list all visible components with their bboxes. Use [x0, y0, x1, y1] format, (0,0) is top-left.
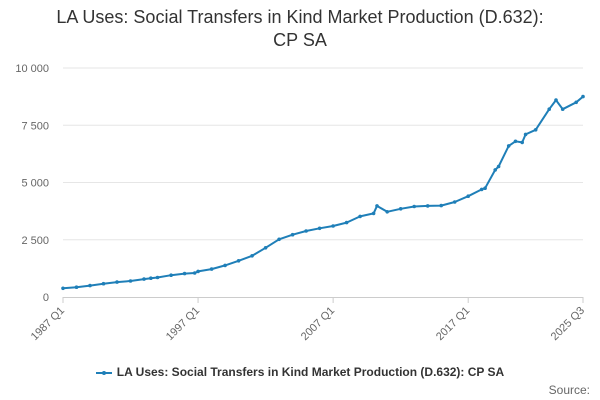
data-point — [169, 273, 173, 278]
data-point — [88, 283, 92, 288]
data-point — [344, 220, 349, 225]
chart-title-line-2: CP SA — [273, 30, 327, 50]
data-point — [493, 168, 498, 172]
data-point — [439, 203, 444, 208]
data-point — [182, 271, 187, 276]
legend-label: LA Uses: Social Transfers in Kind Market… — [116, 365, 505, 379]
data-point — [277, 237, 281, 242]
data-point — [479, 187, 484, 192]
data-point — [466, 194, 471, 198]
data-point — [331, 224, 335, 228]
data-point — [149, 276, 153, 281]
data-point — [74, 285, 79, 290]
data-point — [385, 210, 390, 214]
data-point — [371, 211, 376, 216]
data-point — [375, 204, 379, 208]
data-point — [290, 232, 295, 237]
series-layer — [61, 94, 585, 291]
x-tick-label: 2007 Q1 — [299, 305, 337, 343]
data-point — [496, 164, 501, 169]
legend[interactable]: LA Uses: Social Transfers in Kind Market… — [0, 365, 600, 379]
data-point — [554, 98, 558, 102]
data-point — [101, 281, 106, 286]
data-point — [358, 214, 362, 219]
data-point — [128, 279, 133, 283]
y-tick-label: 2 500 — [21, 235, 49, 247]
data-point — [398, 207, 403, 211]
data-point — [533, 128, 538, 132]
data-point — [250, 254, 254, 258]
data-point — [574, 100, 578, 105]
data-point — [209, 267, 214, 271]
x-tick-label: 1997 Q1 — [164, 305, 202, 343]
axes: 0 2 500 5 000 7 500 10 000 1987 Q1 1997 Q1 2007… — [15, 63, 587, 343]
data-point — [236, 259, 241, 263]
y-tick-label: 10 000 — [15, 63, 49, 75]
gridlines — [63, 67, 583, 241]
data-point — [523, 132, 528, 137]
data-point — [560, 107, 565, 111]
data-point — [581, 94, 585, 99]
y-tick-label: 5 000 — [21, 178, 49, 190]
data-point — [196, 269, 200, 274]
data-point — [192, 271, 197, 275]
data-point — [304, 229, 308, 233]
data-point — [61, 286, 65, 291]
x-tick-label: 1987 Q1 — [29, 305, 67, 343]
data-point — [452, 200, 457, 204]
data-point — [223, 263, 227, 268]
data-point — [155, 275, 160, 280]
data-point — [547, 107, 551, 111]
y-tick-label: 7 500 — [21, 120, 49, 132]
legend-swatch-icon — [95, 369, 112, 377]
data-point — [317, 226, 322, 231]
data-point — [520, 140, 524, 145]
source-label: Source: — [548, 383, 590, 397]
data-point — [483, 186, 487, 190]
data-point — [425, 204, 430, 208]
x-tick-label: 2017 Q1 — [434, 305, 472, 343]
chart-title: LA Uses: Social Transfers in Kind Market… — [0, 6, 600, 52]
data-point — [263, 246, 268, 250]
y-tick-label: 0 — [43, 292, 49, 304]
chart-title-line-1: LA Uses: Social Transfers in Kind Market… — [56, 7, 544, 27]
x-tick-label: 2025 Q3 — [549, 305, 587, 343]
data-point — [142, 277, 146, 281]
legend-marker — [101, 370, 106, 375]
data-point — [506, 144, 511, 148]
data-point — [115, 280, 119, 284]
data-point — [412, 204, 417, 209]
data-point — [513, 139, 518, 144]
